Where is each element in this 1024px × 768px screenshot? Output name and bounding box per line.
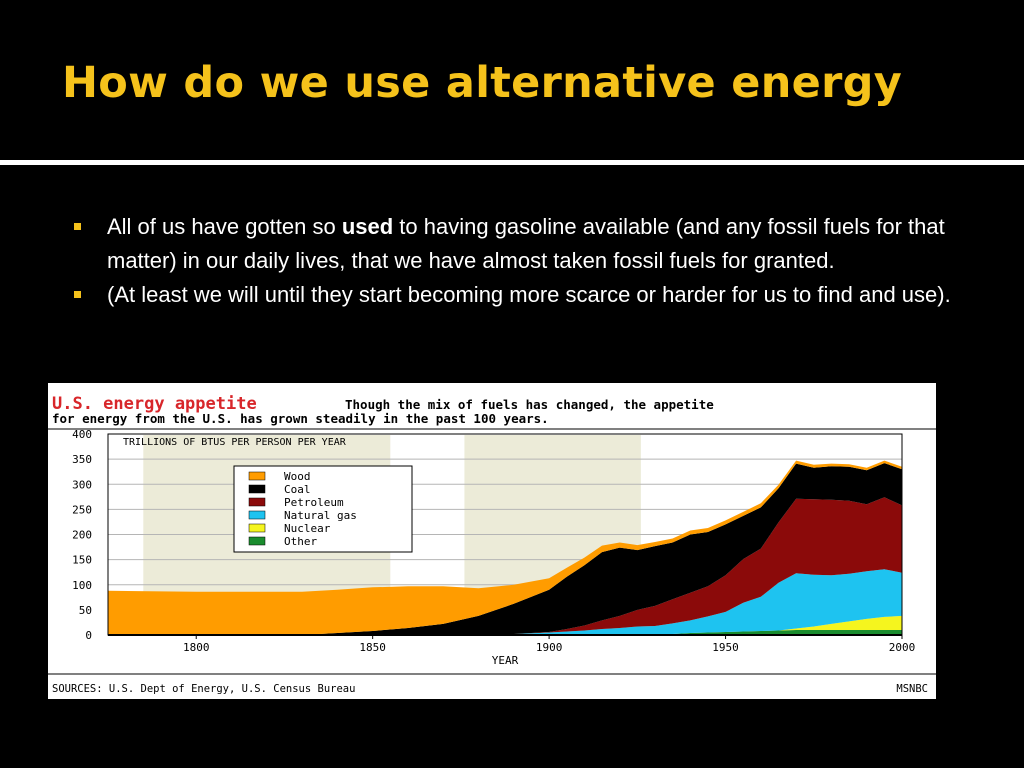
chart-subtitle-line1: Though the mix of fuels has changed, the… [345,397,714,412]
legend-swatch [248,510,266,520]
x-tick-label: 1900 [536,641,563,654]
y-tick-label: 50 [79,604,92,617]
x-tick-label: 2000 [889,641,916,654]
source-note: SOURCES: U.S. Dept of Energy, U.S. Censu… [52,683,355,695]
legend-label: Other [284,535,317,548]
y-tick-label: 400 [72,428,92,441]
bullet-text: (At least we will until they start becom… [107,282,951,307]
legend-swatch [248,471,266,481]
legend-label: Coal [284,483,311,496]
chart-credit: MSNBC [896,683,928,695]
bullet-text-part: All of us have gotten so [107,214,342,239]
bullet-list: All of us have gotten so used to having … [74,210,974,312]
series-area-wood [108,460,902,635]
bullet-item: All of us have gotten so used to having … [74,210,974,278]
y-tick-label: 250 [72,503,92,516]
chart-panel: U.S. energy appetite Though the mix of f… [48,383,936,699]
slide-title: How do we use alternative energy [62,58,903,108]
chart-title: U.S. energy appetite [52,394,257,414]
bullet-text-part: to having gasoline available (and any fo… [107,214,945,273]
x-axis-label: YEAR [492,654,519,667]
chart-subtitle-line2: for energy from the U.S. has grown stead… [52,411,549,426]
x-tick-label: 1950 [712,641,739,654]
title-divider [0,160,1024,165]
bullet-item: (At least we will until they start becom… [74,278,974,312]
y-tick-label: 0 [85,629,92,642]
legend-swatch [248,536,266,546]
y-tick-label: 100 [72,579,92,592]
y-axis-label: TRILLIONS OF BTUS PER PERSON PER YEAR [123,437,347,448]
series-area-natural-gas [108,569,902,635]
x-tick-label: 1850 [359,641,386,654]
legend-label: Petroleum [284,496,344,509]
bullet-marker-icon [74,291,81,298]
series-area-coal [108,463,902,635]
legend-label: Natural gas [284,509,357,522]
legend-label: Wood [284,470,311,483]
y-tick-label: 200 [72,529,92,542]
legend-swatch [248,523,266,533]
x-tick-label: 1800 [183,641,210,654]
y-tick-label: 350 [72,453,92,466]
y-tick-label: 150 [72,554,92,567]
bullet-marker-icon [74,223,81,230]
legend-label: Nuclear [284,522,331,535]
bullet-bold-word: used [341,214,394,239]
series-area-petroleum [108,497,902,635]
energy-chart: U.S. energy appetite Though the mix of f… [48,394,936,695]
legend-swatch [248,497,266,507]
legend-swatch [248,484,266,494]
y-tick-label: 300 [72,478,92,491]
series-area-other [108,630,902,635]
